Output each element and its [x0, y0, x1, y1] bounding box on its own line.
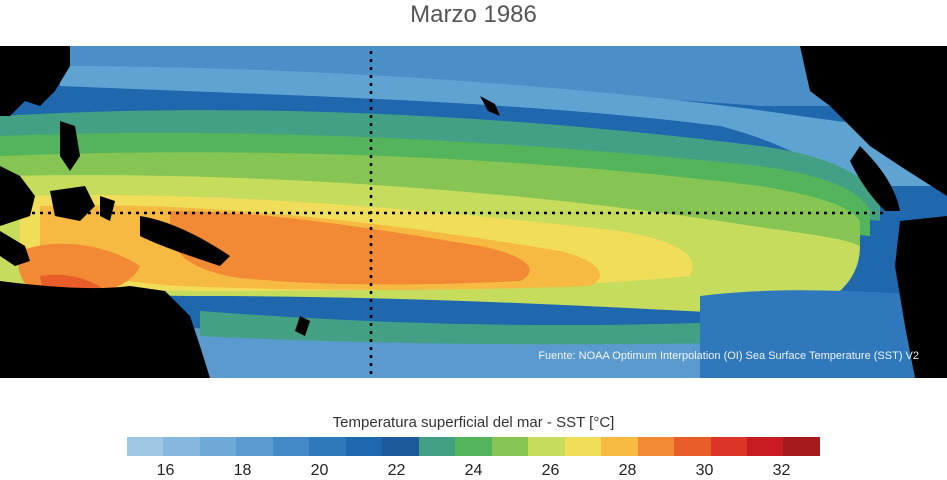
colorbar-tick-label: 26	[541, 462, 560, 479]
source-note: Fuente: NOAA Optimum Interpolation (OI) …	[538, 350, 919, 362]
colorbar-segment	[345, 437, 383, 456]
colorbar-segment	[236, 437, 273, 456]
map-title: Marzo 1986	[410, 1, 537, 28]
colorbar-tick-label: 30	[695, 462, 714, 479]
colorbar-segment	[746, 437, 784, 456]
land-borneo	[50, 186, 95, 221]
colorbar-segment	[272, 437, 310, 456]
land-philippines	[60, 121, 80, 171]
land-sumatra	[0, 231, 30, 266]
sst-map	[0, 46, 947, 378]
colorbar-tick-label: 18	[233, 462, 252, 479]
band-cool-north	[0, 46, 947, 106]
land-south-america	[895, 216, 947, 378]
band-south-mid	[200, 311, 860, 345]
colorbar-segment	[637, 437, 675, 456]
land-australia	[0, 281, 210, 378]
colorbar-segment	[199, 437, 237, 456]
colorbar-tick-label: 32	[772, 462, 791, 479]
colorbar-segment	[382, 437, 419, 456]
colorbar-tick-label: 20	[310, 462, 329, 479]
land-central-america	[850, 146, 900, 211]
colorbar-segment	[491, 437, 529, 456]
colorbar-segment	[528, 437, 565, 456]
land-new-guinea	[140, 216, 230, 266]
colorbar-tick-label: 16	[156, 462, 175, 479]
colorbar-segment	[418, 437, 456, 456]
colorbar-segment	[564, 437, 602, 456]
colorbar-segment	[783, 437, 820, 456]
band-east-cool	[700, 290, 947, 378]
colorbar-tick-label: 22	[387, 462, 406, 479]
colorbar-segment	[674, 437, 711, 456]
colorbar	[127, 437, 820, 456]
colorbar-segment	[309, 437, 346, 456]
land-sulawesi	[100, 196, 115, 221]
colorbar-segment	[455, 437, 492, 456]
colorbar-tick-label: 24	[464, 462, 483, 479]
colorbar-title: Temperatura superficial del mar - SST [°…	[332, 414, 615, 431]
colorbar-segment	[163, 437, 200, 456]
colorbar-segment	[127, 437, 164, 456]
colorbar-segment	[601, 437, 638, 456]
land-hawaii	[480, 96, 500, 116]
landmasses	[0, 46, 947, 378]
land-north-america	[800, 46, 947, 196]
band-hot	[170, 211, 530, 285]
land-asia	[0, 46, 70, 116]
land-new-zealand	[295, 316, 310, 336]
colorbar-tick-label: 28	[618, 462, 637, 479]
colorbar-ticks: 16 18 20 22 24 26 28 30 32	[127, 462, 820, 480]
land-indochina	[0, 166, 35, 226]
colorbar-segment	[710, 437, 747, 456]
